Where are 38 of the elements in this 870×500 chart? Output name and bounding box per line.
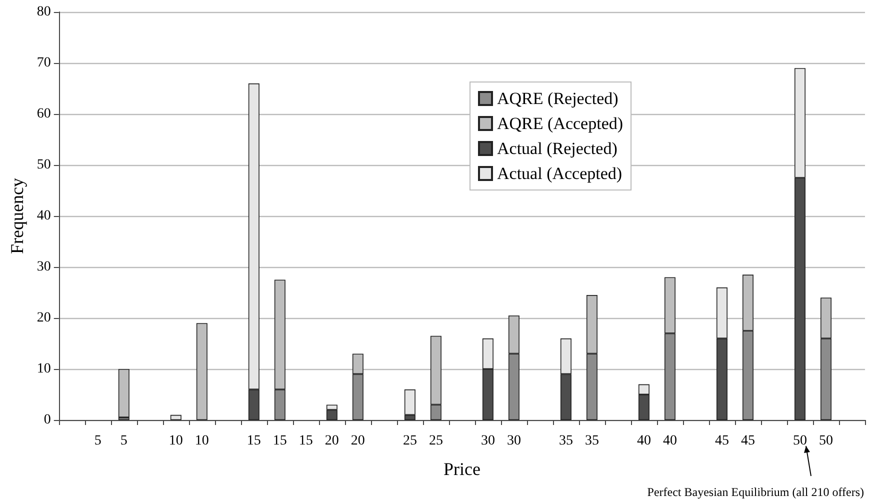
y-tick-label: 30 [36, 260, 51, 274]
x-axis-title: Price [443, 459, 480, 479]
x-tick-label: 45 [714, 434, 729, 448]
y-tick-label: 0 [44, 412, 51, 428]
legend-label: Actual (Accepted) [497, 164, 622, 183]
text: Perfect Bayesian Equilibrium (all 210 offers) [647, 485, 864, 499]
x-tick-label: 10 [168, 434, 183, 448]
x-tick-label: 15 [246, 434, 261, 448]
y-tick-label: 20 [36, 310, 51, 326]
legend-label: AQRE (Rejected) [497, 89, 618, 108]
x-tick-label: 35 [584, 434, 599, 448]
y-tick-label: 40 [36, 208, 51, 224]
x-tick-label: 45 [740, 434, 755, 448]
x-tick-label: 25 [428, 434, 443, 448]
x-tick-label: 20 [350, 434, 365, 448]
bar [170, 414, 182, 420]
x-tick-label: 10 [194, 434, 209, 448]
x-tick-label: 50 [818, 434, 833, 448]
y-tick-label: 50 [36, 158, 51, 172]
y-tick-label: 70 [36, 56, 51, 70]
y-tick-label: 60 [36, 106, 51, 122]
x-tick-label: 30 [506, 434, 521, 448]
x-tick-label: 50 [792, 434, 807, 448]
x-tick-label: 5 [120, 434, 128, 448]
legend-label: AQRE (Accepted) [497, 114, 624, 133]
x-tick-label: 25 [402, 434, 417, 448]
x-tick-label: 30 [480, 434, 495, 448]
y-axis-title: Frequency [7, 178, 27, 254]
x-tick-label: 40 [636, 434, 651, 448]
x-tick-label: 35 [558, 434, 573, 448]
x-tick-label: 15 [298, 434, 313, 448]
legend-label: Actual (Rejected) [497, 139, 618, 158]
x-tick-label: 40 [662, 434, 677, 448]
x-tick-label: 5 [94, 434, 102, 448]
y-tick-label: 80 [36, 4, 51, 20]
x-tick-label: 20 [324, 434, 339, 448]
y-tick-label: 10 [36, 362, 51, 376]
x-tick-label: 15 [272, 434, 287, 448]
